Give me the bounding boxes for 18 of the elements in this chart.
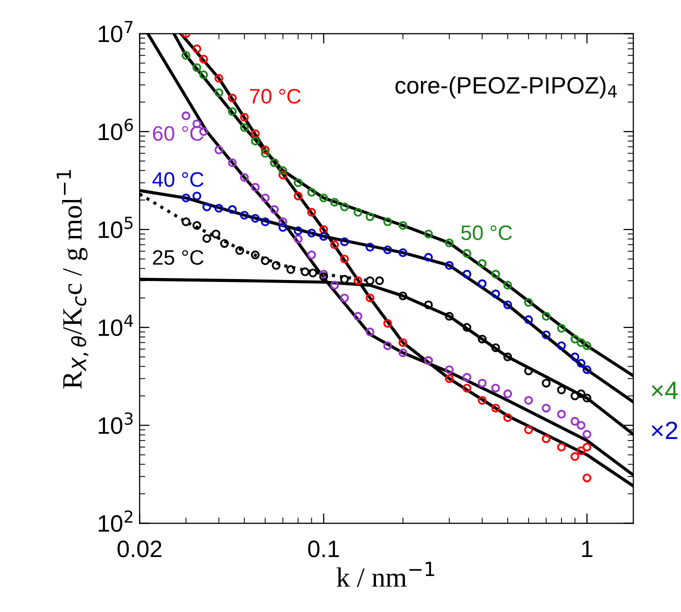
series-label: 40 °C [152, 172, 204, 187]
y-tick-label: 10$^{3}$ [98, 412, 133, 434]
y-tick-label: 10$^{6}$ [98, 118, 133, 140]
y-tick-label: 10$^{7}$ [98, 20, 133, 42]
text: core-(PEOZ-PIPOZ)$_{4}$ [395, 76, 617, 98]
y-axis-title: R$_{X,θ}$/K$_{c}$c / g mol$^{−1}$ [56, 170, 88, 389]
series-label: 25 °C [152, 250, 204, 265]
y-tick-label: 10$^{2}$ [98, 510, 132, 532]
x-axis-title: k / nm$^{−1}$ [336, 562, 434, 587]
x-tick-label: 0.1 [308, 540, 339, 558]
x-tick-label: 0.02 [118, 540, 162, 558]
annotation: ×2 [652, 422, 678, 440]
series-label: 50 °C [461, 225, 512, 240]
y-tick-label: 10$^{5}$ [98, 216, 133, 238]
series-label: 70 °C [250, 88, 301, 104]
annotation: ×4 [652, 382, 678, 400]
y-tick-label: 10$^{4}$ [98, 314, 134, 336]
x-tick-label: 1 [582, 540, 592, 558]
